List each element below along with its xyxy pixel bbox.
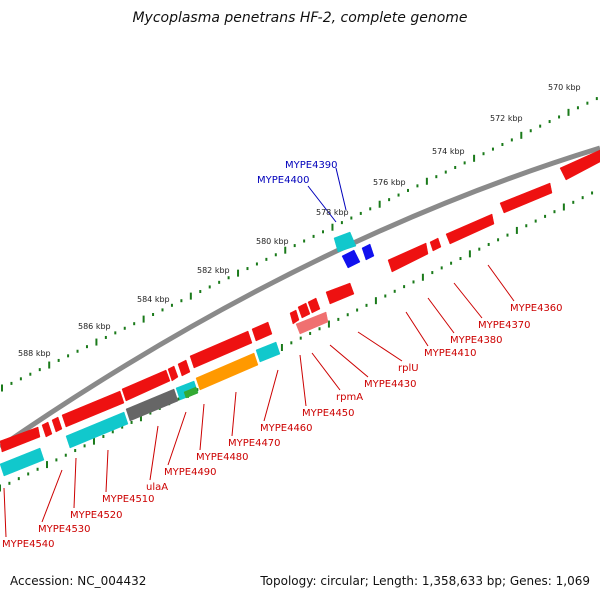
label-leader-line [149,425,159,481]
gene-feature [341,249,361,269]
tick-label: 586 kbp [78,322,111,331]
gene-feature [325,282,355,305]
tick-label: 580 kbp [256,237,289,246]
tick-label: 576 kbp [373,178,406,187]
label-leader-line [427,297,455,334]
gene-feature [61,390,125,428]
gene-feature [0,426,41,453]
gene-feature [429,237,442,252]
accession-text: Accession: NC_004432 [10,574,147,588]
gene-feature [499,182,553,214]
label-leader-line [231,391,237,437]
gene-label: MYPE4470 [228,438,281,449]
label-leader-line [311,352,341,391]
gene-label: MYPE4530 [38,524,91,535]
label-leader-line [41,469,63,523]
gene-feature [177,359,191,377]
gene-labels: MYPE4390 MYPE4400 MYPE4360 MYPE4370 MYPE4380… [2,160,563,550]
genome-summary-text: Topology: circular; Length: 1,358,633 bp… [260,574,590,588]
gene-label: MYPE4390 [285,160,338,171]
gene-feature [297,302,311,319]
gene-feature [121,369,171,402]
gene-label: MYPE4450 [302,408,355,419]
gene-feature [41,421,53,438]
label-leader-line [307,185,337,223]
gene-label: MYPE4430 [364,379,417,390]
gene-label: MYPE4400 [257,175,310,186]
gene-label: rplU [398,363,419,374]
outer-tick-track [1,97,598,392]
tick-label: 588 kbp [18,349,51,358]
gene-label: rpmA [336,392,363,403]
label-leader-line [357,331,403,362]
label-leader-line [263,369,279,422]
tick-label: 582 kbp [197,266,230,275]
label-leader-line [3,487,7,538]
label-leader-line [453,282,483,319]
gene-feature [125,388,179,422]
gene-feature [295,311,329,335]
gene-feature [387,242,429,273]
gene-label: ulaA [146,482,168,493]
tick-labels: 570 kbp 572 kbp 574 kbp 576 kbp 578 kbp 580 k… [18,83,581,358]
gene-feature [0,447,45,477]
label-leader-line [105,449,109,493]
label-leader-line [299,354,307,407]
gene-label: MYPE4370 [478,320,531,331]
label-leader-line [487,264,515,302]
gene-feature [183,386,199,399]
gene-label: MYPE4460 [260,423,313,434]
gene-label: MYPE4490 [164,467,217,478]
gene-feature [251,321,273,342]
gene-feature [65,411,129,449]
gene-feature [195,352,259,391]
inner-tick-track [0,191,594,492]
gene-feature [51,416,63,433]
gene-feature [289,309,300,325]
gene-label: MYPE4360 [510,303,563,314]
gene-label: MYPE4410 [424,348,477,359]
label-leader-line [73,457,77,509]
label-leader-line [329,344,369,378]
label-leader-lines [3,167,515,538]
label-leader-line [405,311,429,347]
gene-label: MYPE4510 [102,494,155,505]
gene-feature [307,297,321,314]
gene-feature [255,341,281,363]
gene-label: MYPE4520 [70,510,123,521]
map-title: Mycoplasma penetrans HF-2, complete geno… [132,10,468,26]
gene-feature [333,231,357,253]
gene-feature [167,365,179,382]
gene-feature [361,243,375,261]
gene-label: MYPE4380 [450,335,503,346]
genome-backbone [0,145,600,450]
tick-label: 570 kbp [548,83,581,92]
tick-label: 574 kbp [432,147,465,156]
gene-features [0,149,600,477]
gene-feature [189,330,253,369]
tick-label: 584 kbp [137,295,170,304]
gene-label: MYPE4540 [2,539,55,550]
gene-feature [445,213,495,245]
gene-feature [559,149,600,181]
label-leader-line [335,167,347,211]
label-leader-line [167,411,187,466]
gene-label: MYPE4480 [196,452,249,463]
label-leader-line [199,403,205,451]
tick-label: 578 kbp [316,208,349,217]
tick-label: 572 kbp [490,114,523,123]
